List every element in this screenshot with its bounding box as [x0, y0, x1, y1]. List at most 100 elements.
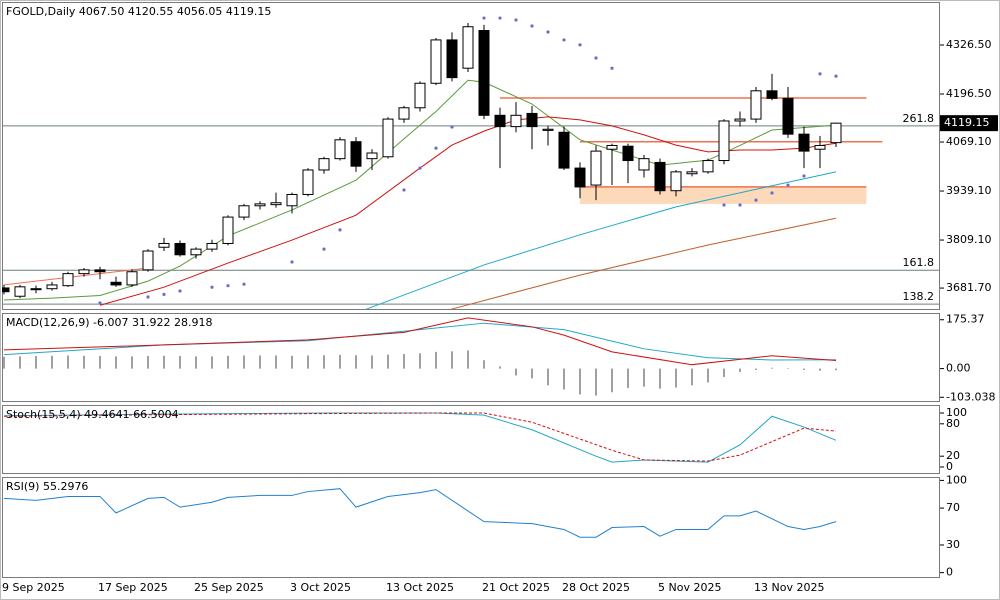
macd-bar [579, 368, 581, 395]
macd-bar [35, 356, 37, 369]
y-tick-label: 70 [946, 501, 960, 514]
candle-body [14, 286, 26, 297]
sar-dot [834, 74, 838, 78]
candle-body [142, 250, 154, 271]
macd-bar [355, 355, 357, 369]
candle-body [286, 193, 298, 207]
macd-bar [179, 356, 181, 369]
sar-dot [450, 125, 454, 129]
candle-body [782, 97, 794, 135]
macd-bar [307, 355, 309, 369]
candle-body [494, 114, 506, 128]
candle-body [126, 271, 138, 286]
candle-body [302, 169, 314, 195]
candle-body [798, 133, 810, 152]
candle-body [30, 288, 42, 291]
fib-label: 138.2 [903, 290, 935, 303]
macd-bar [371, 355, 373, 369]
candle-body [734, 118, 746, 122]
sar-dot [242, 282, 246, 286]
x-tick-label: 17 Sep 2025 [98, 581, 168, 594]
x-tick-label: 13 Nov 2025 [754, 581, 824, 594]
macd-bar [547, 368, 549, 386]
macd-bar [819, 368, 821, 371]
indicator-line [3, 317, 837, 366]
candle-body [478, 29, 490, 116]
macd-bar [435, 351, 437, 369]
y-tick-label: 0 [946, 460, 953, 473]
candle-body [686, 171, 698, 175]
candle-body [174, 242, 186, 256]
macd-bar [291, 355, 293, 369]
y-tick-label: 0.00 [946, 362, 971, 375]
sar-dot [754, 198, 758, 202]
y-tick-label: 3809.10 [946, 233, 992, 246]
rsi-panel [2, 477, 940, 578]
indicator-line [365, 171, 837, 310]
stoch-plot [3, 412, 837, 463]
candle-body [766, 90, 778, 99]
y-tick-label: -103.038 [946, 390, 995, 403]
macd-bar [403, 354, 405, 369]
sar-dot [146, 295, 150, 299]
axes: 4326.50 4196.50 4069.10 3939.10 3809.10 3681.… [2, 38, 998, 594]
macd-bar [99, 356, 101, 369]
price-box [940, 115, 998, 132]
macd-bar [723, 368, 725, 377]
panel-title: MACD(12,26,9) -6.007 31.922 28.918 [6, 316, 212, 329]
y-tick-label: 20 [946, 449, 960, 462]
candle-body [366, 152, 378, 160]
macd-bar [243, 355, 245, 369]
sar-dot [210, 285, 214, 289]
candle-body [590, 150, 602, 186]
macd-bar [227, 355, 229, 369]
indicator-line [3, 412, 837, 463]
macd-bar [739, 368, 741, 372]
macd-bar [67, 355, 69, 369]
macd-bar [659, 368, 661, 389]
candle-body [750, 90, 762, 120]
sar-dot [162, 292, 166, 296]
candle-body [222, 216, 234, 244]
sar-dot [818, 72, 822, 76]
sar-dot [562, 38, 566, 42]
macd-bar [211, 356, 213, 369]
indicator-line [3, 488, 837, 538]
y-tick-label: 175.37 [946, 313, 985, 326]
macd-bar [803, 368, 805, 370]
x-tick-label: 9 Sep 2025 [2, 581, 65, 594]
panel-title: RSI(9) 55.2976 [6, 480, 88, 493]
macd-bar [51, 355, 53, 369]
macd-bar [19, 356, 21, 369]
macd-bar [195, 356, 197, 369]
sar-dot [514, 18, 518, 22]
macd-bar [515, 368, 517, 376]
sar-dot [402, 188, 406, 192]
y-tick-label: 3681.70 [946, 281, 992, 294]
panel-title: Stoch(15,5,4) 49.4641 66.5004 [6, 408, 179, 421]
macd-bar [131, 356, 133, 369]
candle-body [158, 242, 170, 248]
sar-dot [482, 16, 486, 20]
candle-body [62, 273, 74, 287]
candle-body [206, 242, 218, 250]
candle-body [2, 287, 10, 293]
candle-body [382, 118, 394, 158]
sar-dot [578, 43, 582, 47]
candle-body [558, 131, 570, 169]
macd-bar [83, 355, 85, 369]
sar-dot [226, 284, 230, 288]
candle-body [398, 107, 410, 120]
macd-bar [499, 366, 501, 369]
x-tick-label: 5 Nov 2025 [658, 581, 721, 594]
candle-body [350, 141, 362, 167]
sar-dot [98, 301, 102, 305]
candle-body [622, 145, 634, 162]
indicator-line [450, 217, 837, 310]
macd-panel [2, 313, 940, 402]
macd-bar [339, 354, 341, 369]
candle-body [238, 205, 250, 218]
sar-dot [178, 289, 182, 293]
candle-body [190, 248, 202, 256]
